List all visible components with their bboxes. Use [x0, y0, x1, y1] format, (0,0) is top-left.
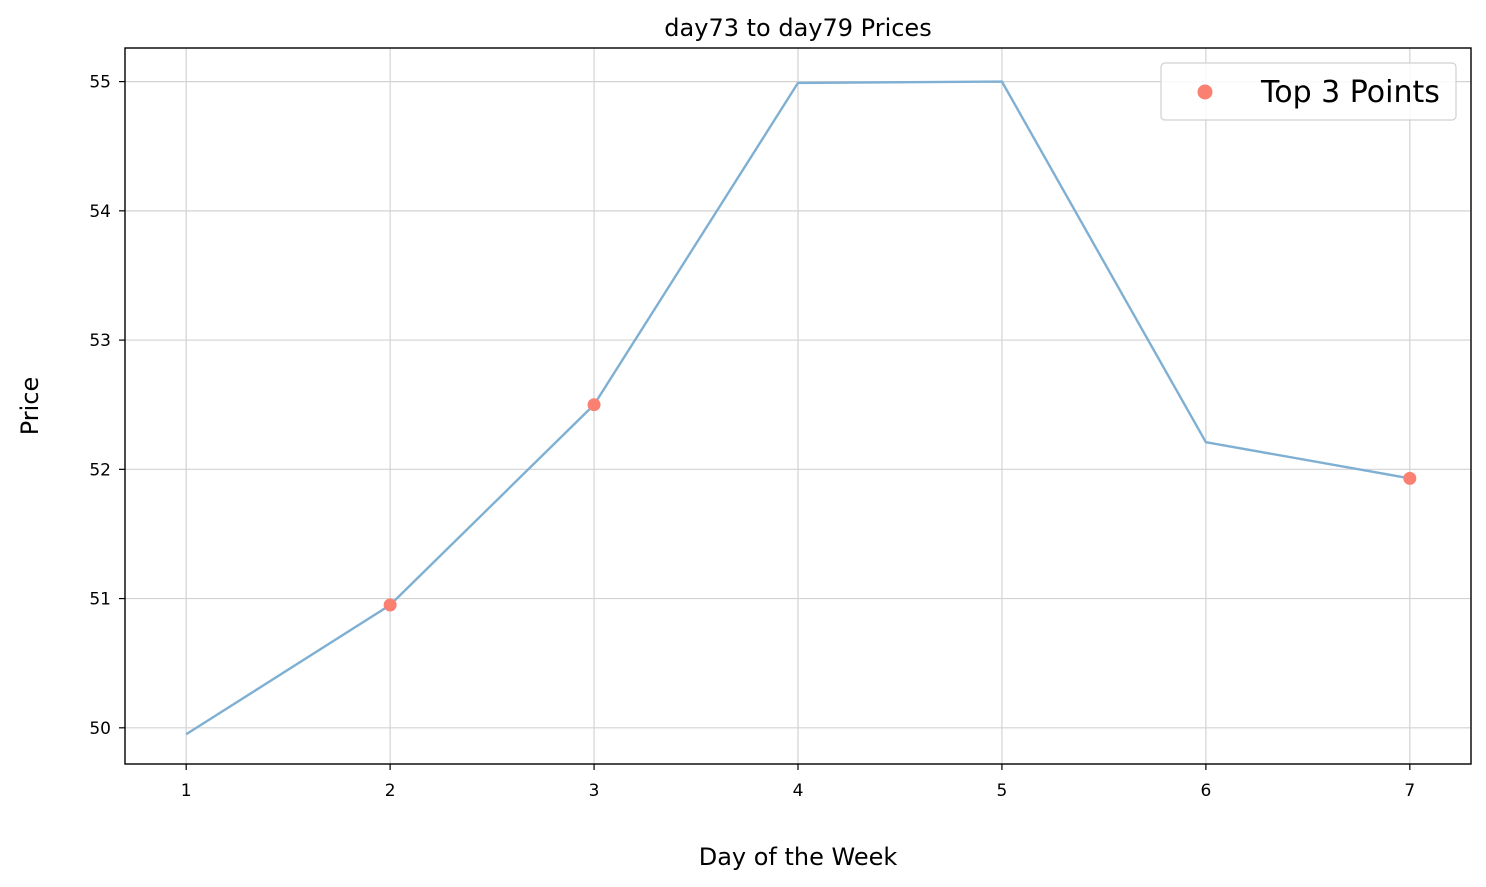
x-tick-label: 3 — [589, 781, 600, 801]
y-axis-title: Price — [16, 377, 44, 436]
x-tick-label: 7 — [1404, 781, 1415, 801]
x-tick-label: 6 — [1200, 781, 1211, 801]
top-point-marker — [383, 598, 397, 612]
y-tick-label: 50 — [89, 719, 111, 739]
x-tick-label: 4 — [793, 781, 804, 801]
y-tick-label: 55 — [89, 73, 111, 93]
legend: Top 3 Points — [1160, 62, 1457, 121]
x-tick-label: 5 — [997, 781, 1008, 801]
y-tick-label: 53 — [89, 331, 111, 351]
x-axis: 1 2 3 4 5 6 7 — [181, 764, 1415, 801]
y-axis: 50 51 52 53 54 55 — [89, 73, 125, 739]
legend-box — [1160, 62, 1457, 121]
legend-label-top-3-points: Top 3 Points — [1260, 75, 1440, 110]
x-tick-label: 2 — [385, 781, 396, 801]
top-point-marker — [587, 398, 601, 412]
legend-marker-top-3-points — [1197, 84, 1213, 100]
y-tick-label: 54 — [89, 202, 111, 222]
series-layer — [185, 80, 1417, 736]
x-tick-label: 1 — [181, 781, 192, 801]
y-tick-label: 51 — [89, 590, 111, 610]
chart-title: day73 to day79 Prices — [664, 14, 931, 42]
x-axis-title: Day of the Week — [699, 843, 898, 871]
grid — [125, 48, 1471, 764]
top-point-marker — [1403, 471, 1417, 485]
y-tick-label: 52 — [89, 460, 111, 480]
